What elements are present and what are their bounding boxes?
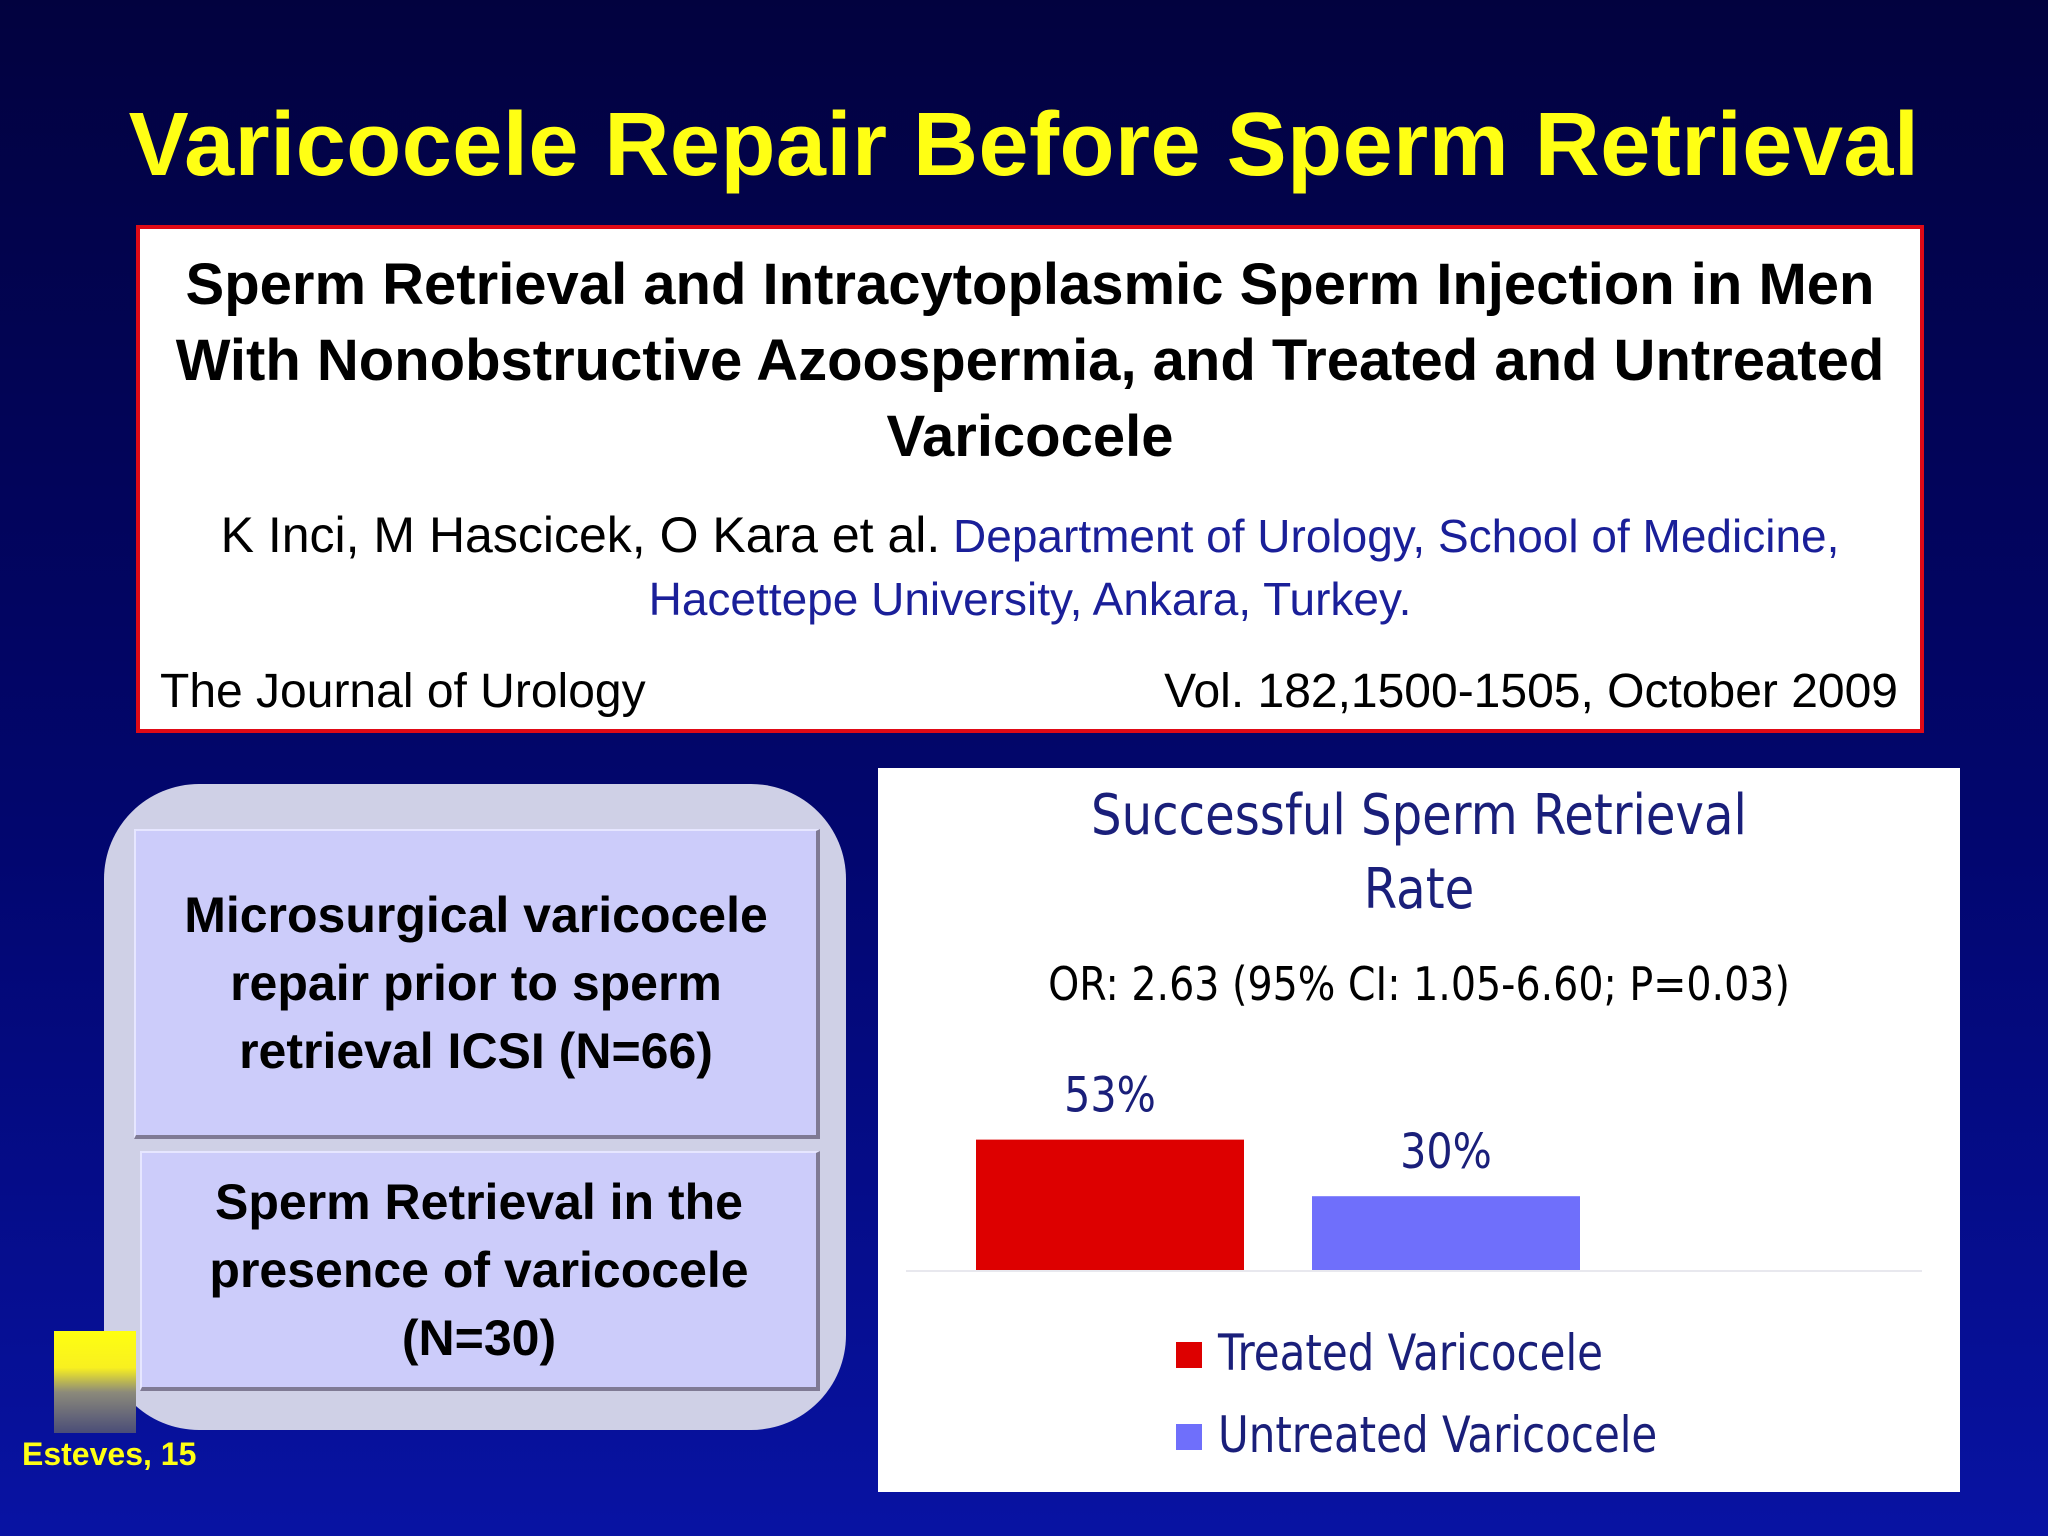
chart-subtitle: OR: 2.63 (95% CI: 1.05-6.60; P=0.03) [1048, 958, 1790, 1012]
decorative-corner-block [54, 1331, 136, 1433]
study-groups-panel: Microsurgical varicocele repair prior to… [104, 784, 846, 1430]
slide-title: Varicocele Repair Before Sperm Retrieval [128, 95, 1920, 195]
chart-panel: Successful Sperm Retrieval Rate OR: 2.63 (… [878, 768, 1960, 1492]
bar-untreated [1312, 1196, 1580, 1270]
legend-label-untreated: Untreated Varicocele [1218, 1405, 1657, 1463]
data-label-treated: 53% [1064, 1067, 1156, 1124]
bar-treated [976, 1139, 1244, 1270]
reference-journal: The Journal of Urology [160, 665, 646, 718]
chart-title-line-2: Rate [1364, 858, 1474, 922]
untreated-group-card: Sperm Retrieval in the presence of varic… [140, 1151, 820, 1391]
reference-title: Sperm Retrieval and Intracytoplasmic Spe… [175, 252, 1885, 469]
legend-swatch-untreated [1176, 1424, 1202, 1450]
legend-swatch-treated [1176, 1342, 1202, 1368]
reference-volume: Vol. 182,1500-1505, October 2009 [1164, 665, 1898, 718]
retrieval-rate-chart: Successful Sperm Retrieval Rate OR: 2.63 (… [906, 784, 1922, 1464]
reference-affiliation: Department of Urology, School of Medicin… [648, 510, 1840, 625]
treated-group-card: Microsurgical varicocele repair prior to… [134, 829, 820, 1139]
author-credit: Esteves, 15 [22, 1436, 197, 1472]
reference-authors: K Inci, M Hascicek, O Kara et al. [220, 507, 941, 563]
data-label-untreated: 30% [1400, 1123, 1492, 1180]
legend-label-treated: Treated Varicocele [1217, 1323, 1603, 1381]
chart-title-line-1: Successful Sperm Retrieval [1091, 784, 1747, 848]
reference-authors-block: K Inci, M Hascicek, O Kara et al. Depart… [200, 504, 1860, 631]
reference-box: Sperm Retrieval and Intracytoplasmic Spe… [136, 225, 1924, 733]
